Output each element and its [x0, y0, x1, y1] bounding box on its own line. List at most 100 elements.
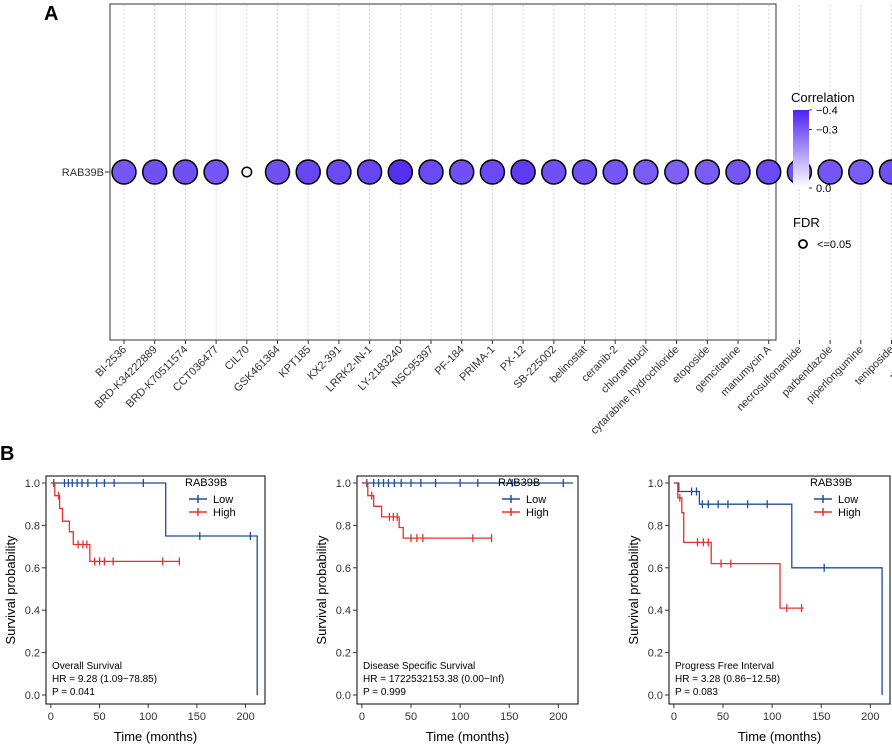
- dot-nsc95397: [418, 159, 444, 185]
- km-legend-title: RAB39B: [810, 477, 852, 489]
- km-plot-frame: [668, 475, 891, 705]
- dot-prima-1: [479, 159, 506, 185]
- dot-bi-2536: [111, 159, 137, 185]
- km-annotation-p: P = 0.999: [363, 687, 406, 698]
- dot-cytarabine-hydrochloride: [664, 159, 690, 185]
- y-tick-label: 0.6: [25, 563, 40, 575]
- x-tick-label: 0: [359, 711, 365, 723]
- size-legend-label: <=0.05: [817, 239, 851, 251]
- x-tick-label: 50: [93, 711, 105, 723]
- size-legend-dot: [798, 239, 808, 249]
- km-curve-low: [50, 482, 258, 695]
- dot-gsk461364: [264, 159, 291, 185]
- color-legend-bar: [793, 110, 809, 188]
- x-tick-label: 200: [861, 711, 879, 723]
- x-tick-label: 200: [236, 711, 254, 723]
- km-curve-high: [50, 482, 180, 563]
- y-tick-label: 0.8: [648, 520, 663, 532]
- y-tick-label: 0.4: [336, 605, 351, 617]
- x-tick-label: 100: [139, 711, 157, 723]
- dot-sb-225002: [541, 159, 567, 185]
- row-label: RAB39B: [62, 167, 104, 179]
- y-tick-label: 0.0: [25, 690, 40, 702]
- x-tick-label: 150: [500, 711, 518, 723]
- color-legend-ticks: −0.4 −0.3 0.0: [809, 105, 838, 195]
- dot-gemcitabine: [725, 159, 751, 185]
- km-annotation-title: Overall Survival: [52, 661, 122, 672]
- km-annotation-title: Progress Free Interval: [675, 661, 774, 672]
- dot-manumycin-a: [755, 159, 782, 185]
- km-annotation-hr: HR = 9.28 (1.09−78.85): [52, 674, 157, 685]
- dot-piperlongumine: [848, 159, 874, 185]
- km-legend-label-high: High: [838, 507, 861, 519]
- x-tick-label: 50: [717, 711, 729, 723]
- dot-plot-x-labels: BI-2536BRD-K34222889BRD-K70511574CCT0364…: [93, 340, 892, 437]
- x-tick-label: 50: [405, 711, 417, 723]
- km-plot-progress-free-interval: 0.0 0.2 0.4 0.6 0.8 1.0 0 50 100 150 200 Time (mont…: [626, 475, 891, 744]
- km-legend-label-low: Low: [838, 494, 858, 506]
- xlabel-cil70: CIL70: [223, 344, 252, 373]
- dot-belinostat: [571, 159, 598, 185]
- x-tick-label: 100: [763, 711, 781, 723]
- x-tick-label: 200: [549, 711, 567, 723]
- dot-pf-184: [448, 159, 475, 185]
- dot-kx2-391: [326, 159, 352, 185]
- color-legend-title: Correlation: [791, 90, 855, 105]
- y-tick-label: 0.4: [25, 605, 40, 617]
- x-axis-title: Time (months): [738, 729, 821, 744]
- km-curve-high: [361, 482, 492, 539]
- km-plot-frame: [45, 475, 266, 705]
- km-annotation-p: P = 0.041: [52, 687, 95, 698]
- y-tick-label: 0.2: [336, 648, 351, 660]
- km-annotation-p: P = 0.083: [675, 687, 718, 698]
- x-tick-label: 0: [671, 711, 677, 723]
- y-tick-label: 0.8: [336, 520, 351, 532]
- km-legend-label-low: Low: [213, 494, 233, 506]
- color-tick-label: 0.0: [816, 183, 831, 195]
- dot-kpt185: [295, 159, 321, 185]
- km-legend-title: RAB39B: [498, 477, 540, 489]
- y-axis-title: Survival probability: [626, 535, 641, 645]
- dot-brd-k34222889: [141, 159, 168, 185]
- y-axis-title: Survival probability: [314, 535, 329, 645]
- color-tick-label: −0.4: [816, 105, 838, 117]
- dot-cil70: [241, 166, 253, 178]
- y-axis-title: Survival probability: [3, 535, 18, 645]
- dot-px-12: [510, 159, 536, 185]
- x-tick-label: 150: [188, 711, 206, 723]
- y-tick-label: 1.0: [25, 478, 40, 490]
- dot-ceranib-2: [602, 159, 628, 185]
- size-legend-title: FDR: [793, 215, 820, 230]
- km-curve-low: [673, 482, 883, 695]
- dot-cct036477: [203, 159, 229, 185]
- y-tick-label: 0.2: [25, 648, 40, 660]
- km-legend-title: RAB39B: [185, 477, 227, 489]
- km-annotation-hr: HR = 1722532153.38 (0.00−Inf): [363, 674, 504, 685]
- panel-b-label: B: [0, 443, 14, 465]
- km-plot-overall-survival: 0.0 0.2 0.4 0.6 0.8 1.0 0 50 100 150 200 Time (mont…: [3, 475, 266, 744]
- km-plot-frame: [356, 475, 579, 705]
- km-annotation-title: Disease Specific Survival: [363, 661, 475, 672]
- x-tick-label: 150: [812, 711, 830, 723]
- x-tick-label: 0: [48, 711, 54, 723]
- km-curve-high: [673, 482, 804, 609]
- y-tick-label: 0.6: [336, 563, 351, 575]
- y-tick-label: 0.8: [25, 520, 40, 532]
- dot-ly-2183240: [387, 159, 414, 185]
- x-tick-label: 100: [451, 711, 469, 723]
- km-annotation-hr: HR = 3.28 (0.86−12.58): [675, 674, 780, 685]
- y-tick-label: 0.0: [648, 690, 663, 702]
- y-tick-label: 0.4: [648, 605, 663, 617]
- dot-parbendazole: [817, 159, 843, 185]
- dot-plot-marks: [111, 159, 892, 185]
- km-legend-label-high: High: [526, 507, 549, 519]
- y-tick-label: 1.0: [336, 478, 351, 490]
- x-axis-title: Time (months): [114, 729, 197, 744]
- y-tick-label: 0.0: [336, 690, 351, 702]
- dot-lrrk2-in-1: [356, 159, 383, 185]
- panel-a-label: A: [44, 3, 58, 25]
- y-tick-label: 0.2: [648, 648, 663, 660]
- dot-brd-k70511574: [172, 159, 199, 185]
- km-legend-label-low: Low: [526, 494, 546, 506]
